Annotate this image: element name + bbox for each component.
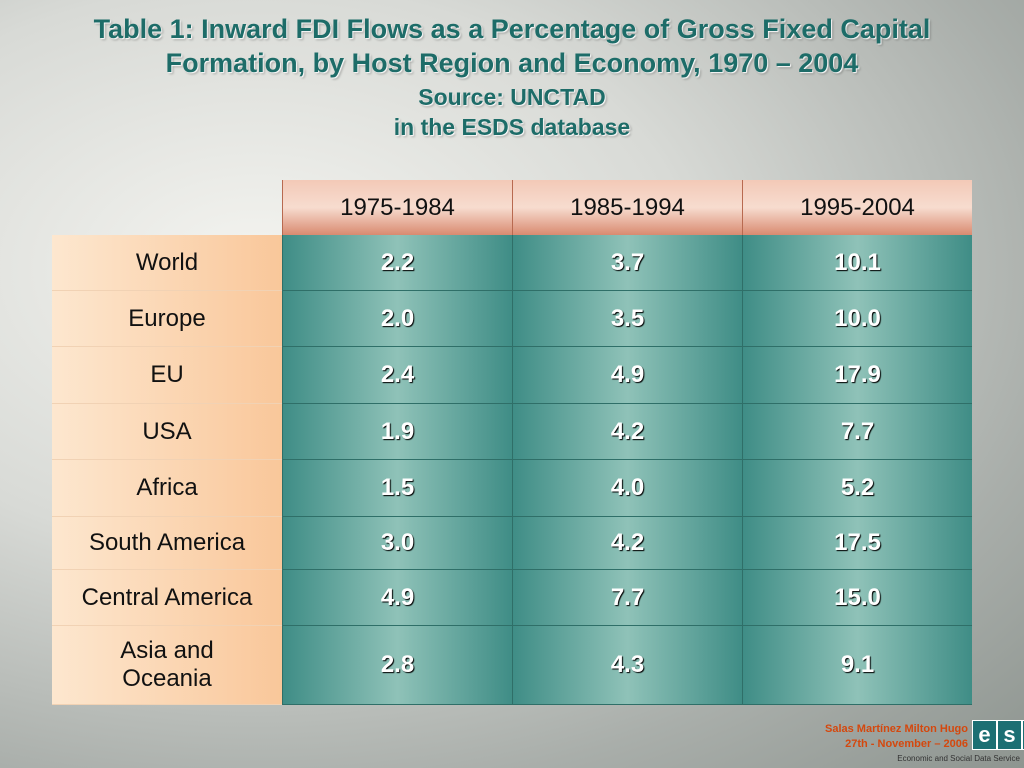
row-label: USA bbox=[52, 404, 282, 460]
table-row: EU 2.4 4.9 17.9 bbox=[52, 347, 972, 404]
table-cell: 17.5 bbox=[742, 517, 972, 570]
table-cell: 3.0 bbox=[282, 517, 512, 570]
logo-letter: d bbox=[1022, 720, 1024, 750]
table-cell: 3.5 bbox=[512, 291, 742, 347]
table-cell: 3.7 bbox=[512, 235, 742, 291]
logo-caption: Economic and Social Data Service bbox=[897, 754, 1020, 763]
table-cell: 4.9 bbox=[512, 347, 742, 404]
table-row: Central America 4.9 7.7 15.0 bbox=[52, 570, 972, 626]
table-cell: 15.0 bbox=[742, 570, 972, 626]
table-cell: 10.1 bbox=[742, 235, 972, 291]
row-label: Africa bbox=[52, 460, 282, 517]
row-label-text: World bbox=[135, 248, 199, 276]
subtitle-line: Source: UNCTAD bbox=[418, 84, 606, 110]
column-header: 1995-2004 bbox=[742, 180, 972, 235]
date: 27th - November – 2006 bbox=[845, 738, 968, 750]
table-cell: 4.0 bbox=[512, 460, 742, 517]
row-label-text: South America bbox=[88, 529, 246, 556]
subtitle-line: in the ESDS database bbox=[393, 114, 631, 140]
row-label-text: EU bbox=[150, 361, 184, 388]
table-row: Africa 1.5 4.0 5.2 bbox=[52, 460, 972, 517]
table-row: Europe 2.0 3.5 10.0 bbox=[52, 291, 972, 347]
row-label: EU bbox=[52, 347, 282, 404]
row-label: Asia and Oceania bbox=[52, 626, 282, 705]
logo-letter: s bbox=[997, 720, 1022, 750]
table-cell: 4.2 bbox=[512, 517, 742, 570]
table-cell: 4.3 bbox=[512, 626, 742, 705]
table: 1975-1984 1985-1994 1995-2004 World 2.2 3.7 10… bbox=[52, 180, 972, 705]
table-row: World 2.2 3.7 10.1 bbox=[52, 235, 972, 291]
header-row: 1975-1984 1985-1994 1995-2004 bbox=[52, 180, 972, 235]
column-header: 1985-1994 bbox=[512, 180, 742, 235]
row-label-text: Asia and Oceania bbox=[120, 637, 214, 692]
row-label-text: USA bbox=[142, 417, 192, 445]
table-cell: 17.9 bbox=[742, 347, 972, 404]
table-cell: 5.2 bbox=[742, 460, 972, 517]
column-header: 1975-1984 bbox=[282, 180, 512, 235]
table-row: South America 3.0 4.2 17.5 bbox=[52, 517, 972, 570]
row-label-text: Africa bbox=[136, 474, 198, 501]
row-label: World bbox=[52, 235, 282, 291]
table-cell: 9.1 bbox=[742, 626, 972, 705]
table-cell: 1.9 bbox=[282, 404, 512, 460]
table-cell: 7.7 bbox=[512, 570, 742, 626]
table-row: Asia and Oceania 2.8 4.3 9.1 bbox=[52, 626, 972, 705]
row-label: South America bbox=[52, 517, 282, 570]
author: Salas Martínez Milton Hugo bbox=[824, 723, 968, 735]
title-line: Formation, by Host Region and Economy, 1… bbox=[165, 48, 859, 78]
table-cell: 7.7 bbox=[742, 404, 972, 460]
table-cell: 2.0 bbox=[282, 291, 512, 347]
title-line: Table 1: Inward FDI Flows as a Percentag… bbox=[93, 14, 931, 44]
table-cell: 10.0 bbox=[742, 291, 972, 347]
table-cell: 2.2 bbox=[282, 235, 512, 291]
table-cell: 4.2 bbox=[512, 404, 742, 460]
table-cell: 4.9 bbox=[282, 570, 512, 626]
row-label: Europe bbox=[52, 291, 282, 347]
table-row: USA 1.9 4.2 7.7 bbox=[52, 404, 972, 460]
table-cell: 2.4 bbox=[282, 347, 512, 404]
table-cell: 2.8 bbox=[282, 626, 512, 705]
row-label-text: Europe bbox=[128, 304, 206, 332]
logo-letter: e bbox=[972, 720, 997, 750]
table-cell: 1.5 bbox=[282, 460, 512, 517]
row-label: Central America bbox=[52, 570, 282, 626]
row-label-text: Central America bbox=[81, 583, 253, 611]
corner bbox=[52, 180, 282, 235]
